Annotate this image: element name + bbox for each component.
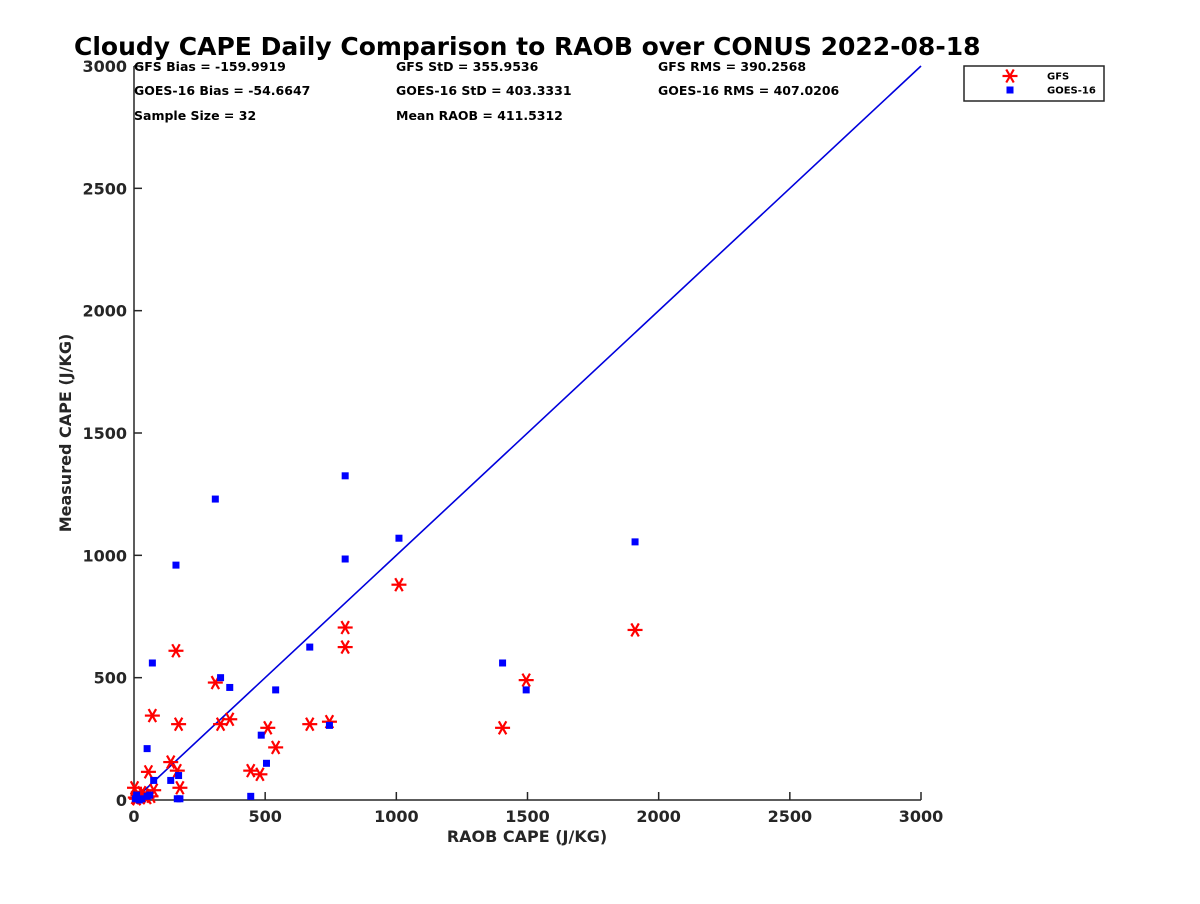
goes-16-point	[148, 659, 156, 667]
x-tick-label: 0	[128, 807, 139, 826]
goes-16-point	[150, 776, 158, 784]
goes-16-point	[325, 721, 333, 729]
gfs-point	[337, 620, 353, 635]
y-tick-label: 1500	[82, 424, 127, 443]
gfs-point	[268, 740, 284, 755]
stat-text: GOES-16 RMS = 407.0206	[658, 83, 840, 98]
legend-label-gfs: GFS	[1047, 72, 1069, 83]
y-tick-label: 2000	[82, 302, 127, 321]
x-axis-label: RAOB CAPE (J/KG)	[447, 827, 607, 846]
x-tick-label: 2000	[636, 807, 681, 826]
x-tick-label: 1500	[505, 807, 550, 826]
legend-label-goes-16: GOES-16	[1047, 86, 1096, 97]
goes-16-point	[395, 534, 403, 542]
legend-box	[963, 65, 1105, 102]
gfs-point	[518, 673, 534, 688]
y-axis-ticks: 0 500 1000 1500 2000 2500 3000	[82, 57, 142, 810]
goes-16-point	[133, 791, 141, 799]
stat-text: GOES-16 StD = 403.3331	[396, 83, 572, 98]
goes-16-point	[217, 674, 225, 682]
plot-area: 0 500 1000 1500 2000 2500 3000 0 500 1000 1500 200…	[82, 57, 943, 826]
gfs-point	[144, 708, 160, 723]
one-to-one-reference-line	[133, 65, 922, 801]
chart-title: Cloudy CAPE Daily Comparison to RAOB ove…	[74, 32, 980, 61]
gfs-point	[260, 720, 276, 735]
gfs-point	[252, 767, 268, 782]
data-points	[127, 472, 643, 806]
gfs-point	[222, 712, 238, 727]
goes-16-point	[146, 791, 154, 799]
legend: GFS GOES-16	[963, 65, 1105, 102]
gfs-point	[391, 577, 407, 592]
goes-16-point	[131, 795, 139, 803]
y-tick-label: 3000	[82, 57, 127, 76]
stat-text: Mean RAOB = 411.5312	[396, 108, 563, 123]
statistics-block: GFS Bias = -159.9919 GFS StD = 355.9536 GF…	[134, 59, 840, 123]
goes-16-point	[138, 795, 146, 803]
gfs-point	[302, 717, 318, 732]
stat-text: Sample Size = 32	[134, 108, 256, 123]
goes-16-point	[522, 686, 530, 694]
gfs-point	[168, 643, 184, 658]
gfs-point	[337, 640, 353, 655]
goes-16-point	[341, 472, 349, 480]
x-tick-label: 3000	[899, 807, 944, 826]
goes-16-point	[306, 643, 314, 651]
goes-16-point	[257, 731, 265, 739]
goes-16-point	[499, 659, 507, 667]
goes-16-point	[341, 555, 349, 563]
gfs-point	[140, 764, 156, 779]
goes-16-point	[167, 776, 175, 784]
stat-text: GFS Bias = -159.9919	[134, 59, 286, 74]
y-tick-label: 500	[94, 669, 127, 688]
goes-16-point	[175, 772, 183, 780]
gfs-point	[172, 780, 188, 795]
goes-16-point	[226, 683, 234, 691]
stat-text: GFS StD = 355.9536	[396, 59, 539, 74]
goes-16-point	[143, 745, 151, 753]
x-tick-label: 2500	[768, 807, 813, 826]
gfs-point	[627, 622, 643, 638]
x-axis-ticks: 0 500 1000 1500 2000 2500 3000	[128, 792, 943, 826]
y-axis-label: Measured CAPE (J/KG)	[56, 334, 75, 533]
gfs-point	[495, 720, 511, 735]
goes-16-point	[631, 538, 639, 546]
y-tick-label: 1000	[82, 546, 127, 565]
legend-marker-gfs	[1002, 68, 1018, 84]
goes-16-point	[247, 792, 255, 800]
goes-16-point	[176, 795, 184, 803]
gfs-point	[171, 717, 187, 732]
stat-text: GOES-16 Bias = -54.6647	[134, 83, 310, 98]
gfs-point	[163, 755, 179, 770]
legend-marker-goes-16	[1006, 86, 1014, 94]
y-tick-label: 0	[116, 791, 127, 810]
goes-16-point	[211, 495, 219, 503]
x-tick-label: 1000	[374, 807, 419, 826]
goes-16-point	[172, 561, 180, 569]
y-tick-label: 2500	[82, 179, 127, 198]
stat-text: GFS RMS = 390.2568	[658, 59, 806, 74]
x-tick-label: 500	[248, 807, 281, 826]
goes-16-point	[272, 686, 280, 694]
goes-16-point	[262, 759, 270, 767]
